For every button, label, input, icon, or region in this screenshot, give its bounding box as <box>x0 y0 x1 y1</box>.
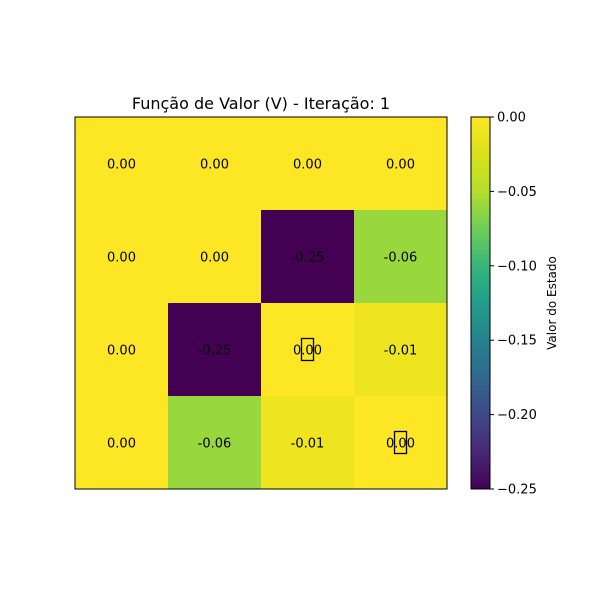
heatmap-cell-r0-c0 <box>75 117 169 211</box>
heatmap-cell-r1-c3 <box>354 210 448 304</box>
cell-value-label: -0.25 <box>291 251 325 266</box>
cell-value-label: 0.00 <box>293 158 322 173</box>
heatmap-cell-r0-c1 <box>168 117 262 211</box>
heatmap-cell-r1-c2 <box>261 210 355 304</box>
colorbar-tick-label: −0.25 <box>497 483 537 498</box>
cell-value-label: 0.00 <box>293 344 322 359</box>
cell-value-label: -0.01 <box>384 344 418 359</box>
chart-title: Função de Valor (V) - Iteração: 1 <box>132 94 390 113</box>
cell-value-label: 0.00 <box>386 158 415 173</box>
missing-glyph-box <box>300 337 315 362</box>
heatmap-grid: 0.00 0.00 0.00 0.00 0.00 0.00 -0.25 -0.06 0.00 -0… <box>75 117 448 490</box>
colorbar-label: Valor do Estado <box>545 256 559 350</box>
colorbar-tick-label: −0.05 <box>497 185 537 200</box>
cell-value-label: -0.01 <box>291 437 325 452</box>
cell-value-label: 0.00 <box>200 158 229 173</box>
heatmap-cell-r2-c2 <box>261 303 355 397</box>
heatmap-frame <box>74 116 448 490</box>
colorbar-frame <box>470 116 491 490</box>
cell-value-label: 0.00 <box>386 437 415 452</box>
colorbar <box>471 117 490 489</box>
heatmap-cell-r1-c0 <box>75 210 169 304</box>
heatmap-cell-r2-c1 <box>168 303 262 397</box>
heatmap-cell-r3-c1 <box>168 396 262 490</box>
missing-glyph-box <box>393 430 408 455</box>
cell-value-label: 0.00 <box>107 158 136 173</box>
heatmap-cell-r0-c3 <box>354 117 448 211</box>
cell-value-label: -0.25 <box>198 344 232 359</box>
cell-value-label: -0.06 <box>198 437 232 452</box>
cell-value-label: 0.00 <box>107 344 136 359</box>
heatmap-cell-r3-c0 <box>75 396 169 490</box>
heatmap-cell-r1-c1 <box>168 210 262 304</box>
heatmap-cell-r2-c0 <box>75 303 169 397</box>
cell-value-label: 0.00 <box>107 251 136 266</box>
colorbar-tick-label: 0.00 <box>497 111 526 126</box>
heatmap-cell-r3-c2 <box>261 396 355 490</box>
colorbar-ticks: 0.00 −0.05 −0.10 −0.15 −0.20 −0.25 <box>490 111 537 498</box>
heatmap-cell-r2-c3 <box>354 303 448 397</box>
cell-value-label: 0.00 <box>200 251 229 266</box>
colorbar-tick-label: −0.15 <box>497 334 537 349</box>
colorbar-tick-label: −0.20 <box>497 408 537 423</box>
heatmap-cell-r3-c3 <box>354 396 448 490</box>
cell-value-label: -0.06 <box>384 251 418 266</box>
cell-value-label: 0.00 <box>107 437 136 452</box>
heatmap-cell-r0-c2 <box>261 117 355 211</box>
colorbar-tick-label: −0.10 <box>497 259 537 274</box>
